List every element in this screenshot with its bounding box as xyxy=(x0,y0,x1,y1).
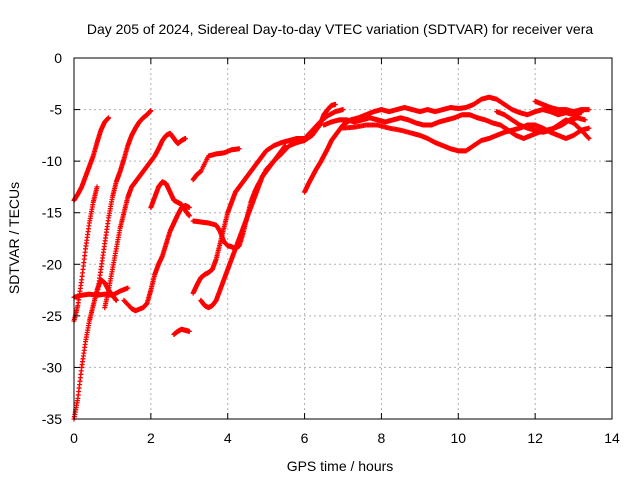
y-axis-label: SDTVAR / TECUs xyxy=(6,182,22,294)
series-arc-6 xyxy=(102,130,188,311)
series-arc-12 xyxy=(190,107,346,296)
axis-ticks: 0 2 4 6 8 10 12 14 0 -5 -10 -15 -20 -25 -30 -35 xyxy=(42,50,620,446)
data-point xyxy=(340,107,346,113)
x-tick-label: 14 xyxy=(604,430,620,446)
series-arc-15 xyxy=(321,112,588,141)
y-tick-label: -5 xyxy=(50,102,63,118)
data-point xyxy=(332,101,338,107)
x-tick-label: 0 xyxy=(70,430,78,446)
data-point xyxy=(125,285,131,291)
data-point xyxy=(186,205,192,211)
data-point xyxy=(182,135,188,141)
y-tick-label: -25 xyxy=(42,308,62,324)
x-tick-label: 8 xyxy=(378,430,386,446)
data-point xyxy=(94,184,100,190)
x-axis-label: GPS time / hours xyxy=(287,458,394,474)
y-tick-label: -30 xyxy=(42,359,62,375)
y-tick-label: -35 xyxy=(42,411,62,427)
y-tick-label: 0 xyxy=(54,50,62,66)
series-arc-5 xyxy=(94,108,154,298)
series-arc-8 xyxy=(148,179,192,219)
x-tick-label: 4 xyxy=(224,430,232,446)
y-tick-label: -20 xyxy=(42,256,62,272)
series-arc-17 xyxy=(494,109,592,141)
series-arc-18 xyxy=(532,98,592,115)
data-point xyxy=(113,297,119,303)
data-points xyxy=(71,94,592,422)
y-tick-label: -15 xyxy=(42,205,62,221)
series-arc-10 xyxy=(190,146,242,183)
data-point xyxy=(186,213,192,219)
series-arc-16 xyxy=(340,122,592,154)
data-point xyxy=(282,143,288,149)
data-point xyxy=(585,135,591,141)
data-point xyxy=(586,125,592,131)
series-arc-13 xyxy=(198,143,288,311)
data-point xyxy=(236,146,242,152)
x-tick-label: 10 xyxy=(450,430,466,446)
series-arc-9 xyxy=(171,326,192,337)
x-tick-label: 12 xyxy=(527,430,543,446)
data-point xyxy=(106,115,112,121)
series-arc-14 xyxy=(302,94,584,195)
x-tick-label: 6 xyxy=(301,430,309,446)
data-point xyxy=(586,135,592,141)
data-point xyxy=(186,328,192,334)
series-arc-4 xyxy=(71,285,131,300)
x-tick-label: 2 xyxy=(147,430,155,446)
plot-frame xyxy=(73,57,613,420)
data-point xyxy=(148,108,154,114)
chart-title: Day 205 of 2024, Sidereal Day-to-day VTE… xyxy=(87,21,593,37)
data-point xyxy=(586,107,592,113)
series-arc-1 xyxy=(71,115,112,203)
data-point xyxy=(582,117,588,123)
y-tick-label: -10 xyxy=(42,153,62,169)
